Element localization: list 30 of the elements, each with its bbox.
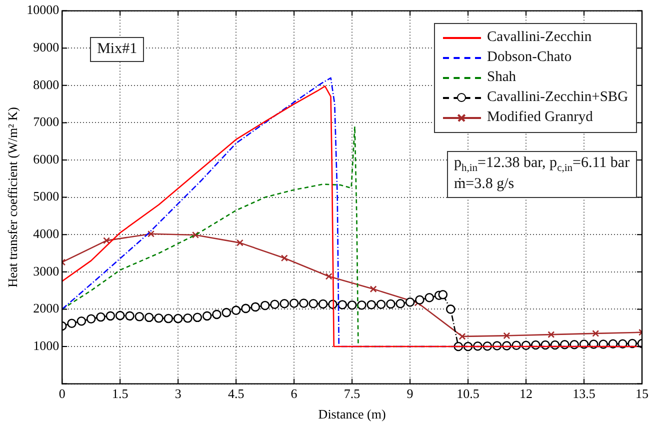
- y-tick-label: 10000: [26, 2, 60, 18]
- x-tick-label: 15: [636, 386, 648, 402]
- y-tick-label: 9000: [33, 40, 60, 55]
- legend-label: Cavallini-Zecchin+SBG: [487, 88, 628, 108]
- y-tick-label: 4000: [33, 226, 60, 242]
- y-tick-label: 2000: [33, 300, 60, 316]
- annotation: Mix#1: [90, 36, 144, 62]
- y-tick-label: 7000: [33, 114, 60, 130]
- legend-label: Cavallini-Zecchin: [487, 28, 592, 48]
- y-axis-title: Heat transfer coefficient (W/m² K): [5, 107, 20, 288]
- legend-label: Dobson-Chato: [487, 48, 572, 68]
- y-tick-label: 8000: [33, 76, 60, 92]
- x-tick-label: 1.5: [112, 386, 128, 402]
- y-tick-label: 5000: [33, 188, 60, 204]
- x-tick-label: 13.5: [572, 386, 596, 402]
- x-tick-label: 12: [520, 386, 533, 402]
- x-tick-label: 10.5: [456, 386, 480, 402]
- x-tick-label: 3: [174, 386, 182, 402]
- x-tick-label: 4.5: [228, 386, 244, 402]
- x-tick-label: 9: [406, 386, 414, 402]
- x-tick-label: 7.5: [344, 386, 360, 402]
- text: p$_{h,in}$=12.38 bar, p$_{c,in}$=6.11 bar ṁ=3.8 g/s: [454, 154, 630, 192]
- y-tick-label: 1000: [33, 338, 60, 353]
- x-axis-title: Distance (m): [318, 406, 386, 422]
- y-tick-label: 3000: [33, 263, 60, 278]
- x-tick-label: 0: [58, 386, 66, 402]
- legend-label: Modified Granryd: [487, 108, 593, 128]
- x-tick-label: 6: [290, 386, 298, 402]
- y-tick-label: 6000: [33, 151, 60, 166]
- legend-label: Shah: [487, 68, 516, 88]
